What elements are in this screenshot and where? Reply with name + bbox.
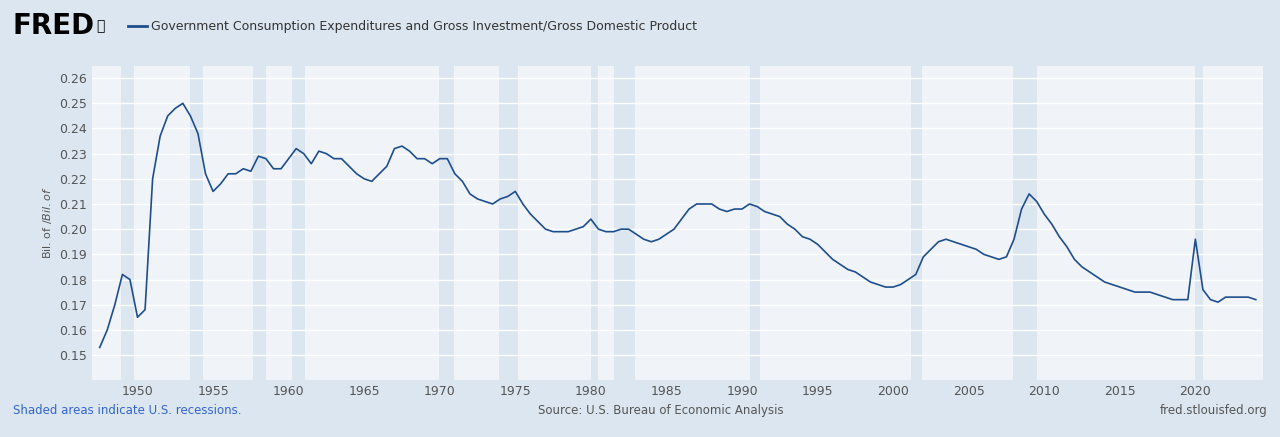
Text: FRED: FRED: [13, 12, 95, 40]
Bar: [750, 66, 759, 380]
Text: 📈: 📈: [96, 19, 105, 33]
Text: Government Consumption Expenditures and Gross Investment/Gross Domestic Product: Government Consumption Expenditures and …: [151, 20, 698, 33]
Text: Source: U.S. Bureau of Economic Analysis: Source: U.S. Bureau of Economic Analysis: [538, 404, 783, 417]
Bar: [439, 66, 453, 380]
Bar: [292, 66, 305, 380]
Bar: [911, 66, 922, 380]
Bar: [1196, 66, 1203, 380]
Bar: [1012, 66, 1037, 380]
Bar: [253, 66, 266, 380]
Bar: [591, 66, 599, 380]
Bar: [122, 66, 133, 380]
Text: Shaded areas indicate U.S. recessions.: Shaded areas indicate U.S. recessions.: [13, 404, 242, 417]
Bar: [499, 66, 518, 380]
Y-axis label: Bil. of $/Bil. of $: Bil. of $/Bil. of $: [41, 187, 54, 259]
Text: fred.stlouisfed.org: fred.stlouisfed.org: [1160, 404, 1267, 417]
Bar: [613, 66, 635, 380]
Bar: [191, 66, 204, 380]
